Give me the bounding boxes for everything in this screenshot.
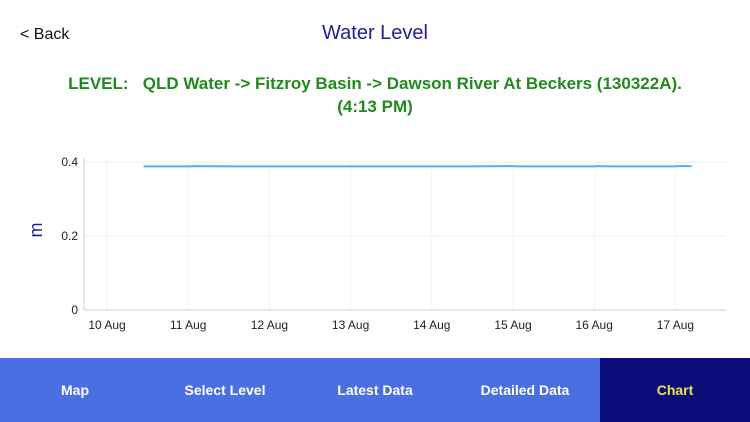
tab-latest-data[interactable]: Latest Data	[300, 358, 450, 422]
x-tick-label: 13 Aug	[332, 318, 369, 332]
level-time-text: (4:13 PM)	[337, 97, 413, 116]
tab-label: Detailed Data	[480, 382, 570, 398]
x-tick-label: 17 Aug	[657, 318, 694, 332]
level-heading: LEVEL: QLD Water -> Fitzroy Basin -> Daw…	[0, 72, 750, 118]
x-tick-label: 12 Aug	[251, 318, 288, 332]
tab-map[interactable]: Map	[0, 358, 150, 422]
tab-bar: Map Select Level Latest Data Detailed Da…	[0, 358, 750, 422]
tab-label: Chart	[656, 382, 694, 398]
back-button[interactable]: < Back	[20, 26, 70, 43]
x-tick-label: 15 Aug	[494, 318, 531, 332]
x-tick-label: 16 Aug	[576, 318, 613, 332]
tab-chart[interactable]: Chart	[600, 358, 750, 422]
water-level-chart: 0 0.2 0.4 10 Aug 11 Aug 12 Aug 13 Aug 14 Aug 15 …	[26, 155, 726, 332]
y-tick-label: 0.4	[61, 155, 78, 169]
x-tick-label: 11 Aug	[170, 318, 206, 332]
tab-label: Map	[61, 382, 89, 398]
x-tick-label: 10 Aug	[88, 318, 125, 332]
page-title: Water Level	[322, 22, 428, 44]
y-tick-label: 0.2	[61, 229, 78, 243]
y-tick-label: 0	[71, 303, 78, 317]
tab-label: Latest Data	[337, 382, 413, 398]
y-axis-label: m	[26, 223, 46, 238]
tab-select-level[interactable]: Select Level	[150, 358, 300, 422]
tab-label: Select Level	[184, 382, 266, 398]
x-tick-label: 14 Aug	[413, 318, 450, 332]
tab-detailed-data[interactable]: Detailed Data	[450, 358, 600, 422]
level-path-text: LEVEL: QLD Water -> Fitzroy Basin -> Daw…	[68, 74, 682, 93]
